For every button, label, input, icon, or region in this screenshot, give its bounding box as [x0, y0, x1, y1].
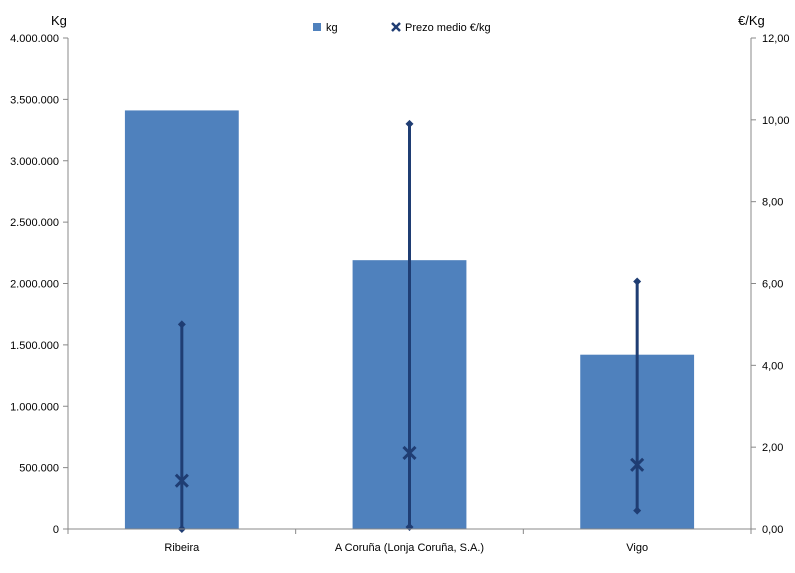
price-min-marker	[633, 506, 642, 515]
price-avg-marker	[174, 473, 189, 488]
price-max-marker	[177, 320, 186, 329]
y-left-tick-label: 3.500.000	[10, 94, 59, 106]
legend-label-price: Prezo medio €/kg	[405, 22, 491, 34]
price-avg-stroke	[630, 457, 645, 472]
y-right-tick-label: 4,00	[762, 360, 783, 372]
y-left-tick-label: 1.000.000	[10, 401, 59, 413]
x-tick-label: A Coruña (Lonja Coruña, S.A.)	[335, 542, 484, 554]
price-max-marker	[633, 277, 642, 286]
price-max-marker	[405, 119, 414, 128]
y-left-tick-label: 500.000	[19, 463, 59, 475]
y-axis-right-title: €/Kg	[738, 13, 765, 28]
y-left-tick-label: 4.000.000	[10, 33, 59, 45]
y-right-tick-label: 10,00	[762, 115, 790, 127]
y-right-tick-label: 8,00	[762, 197, 783, 209]
legend-label-kg: kg	[326, 22, 338, 34]
y-right-tick-label: 12,00	[762, 33, 790, 45]
price-avg-marker	[630, 457, 645, 472]
price-avg-stroke	[402, 445, 417, 460]
y-right-tick-label: 2,00	[762, 442, 783, 454]
legend-marker-price	[391, 22, 401, 32]
legend: kg Prezo medio €/kg	[313, 22, 491, 34]
legend-swatch-kg	[313, 23, 321, 31]
y-right-tick-label: 6,00	[762, 279, 783, 291]
x-tick-label: Ribeira	[164, 542, 200, 554]
y-right-tick-label: 0,00	[762, 524, 783, 536]
y-left-tick-label: 1.500.000	[10, 340, 59, 352]
x-tick-label: Vigo	[626, 542, 648, 554]
price-avg-stroke	[174, 473, 189, 488]
price-avg-marker	[402, 445, 417, 460]
y-axis-left-title: Kg	[51, 13, 67, 28]
y-left-tick-label: 0	[53, 524, 59, 536]
y-left-tick-label: 2.000.000	[10, 279, 59, 291]
y-left-tick-label: 2.500.000	[10, 217, 59, 229]
y-left-tick-label: 3.000.000	[10, 156, 59, 168]
